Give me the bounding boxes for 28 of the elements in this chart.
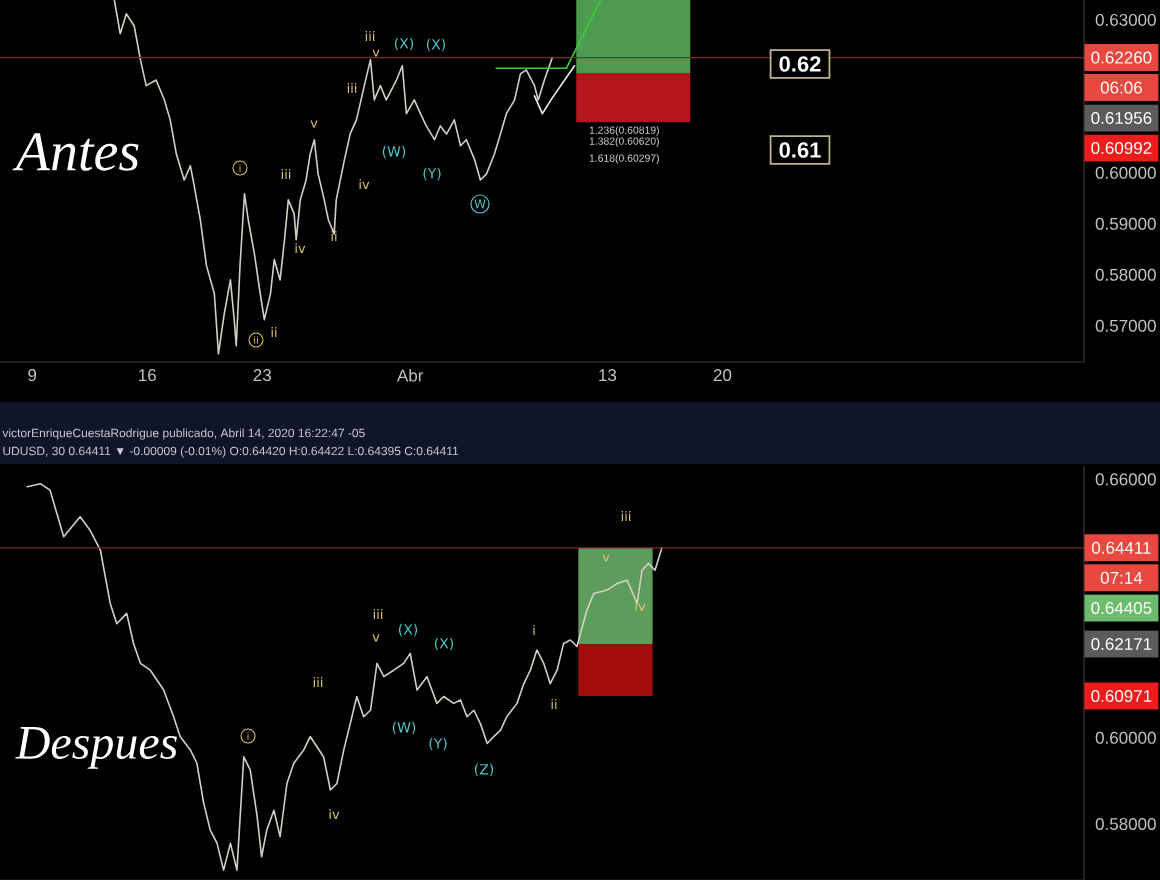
y-tick-label: 0.58000 — [1095, 268, 1156, 281]
y-tick-label: 0.58000 — [1095, 817, 1156, 831]
line-series — [533, 64, 576, 115]
x-tick-label: 20 — [713, 369, 732, 382]
annotation: 07:14 — [1100, 571, 1143, 584]
y-tick-label: 0.63000 — [1095, 13, 1156, 26]
text: Antes — [12, 133, 139, 171]
annotation: 0.62 — [779, 56, 821, 72]
text: 0.60992 — [1091, 142, 1152, 155]
annotation: 06:06 — [1100, 81, 1142, 94]
y-tick-label: 0.60000 — [1095, 731, 1156, 744]
text: 0.62171 — [1091, 638, 1152, 651]
annotation: 0.61 — [779, 142, 821, 158]
text: 0.64405 — [1091, 602, 1152, 615]
x-tick-label: 13 — [599, 369, 617, 382]
y-tick-label: 0.60000 — [1095, 166, 1156, 179]
ref-line-label: 0.62260 — [1091, 51, 1152, 64]
x-tick-label: 16 — [139, 369, 156, 382]
ref-line-label: 0.64411 — [1091, 541, 1151, 554]
y-tick-label: 0.57000 — [1095, 319, 1156, 332]
x-tick-label: 23 — [253, 369, 271, 382]
y-tick-label: 0.66000 — [1095, 473, 1156, 486]
text: Despues — [15, 727, 177, 769]
y-tick-label: 0.59000 — [1095, 217, 1156, 230]
text: 0.60971 — [1091, 690, 1152, 703]
x-tick-label: Abr — [397, 369, 424, 382]
x-tick-label: 9 — [28, 369, 37, 382]
text: 0.61956 — [1091, 112, 1152, 125]
